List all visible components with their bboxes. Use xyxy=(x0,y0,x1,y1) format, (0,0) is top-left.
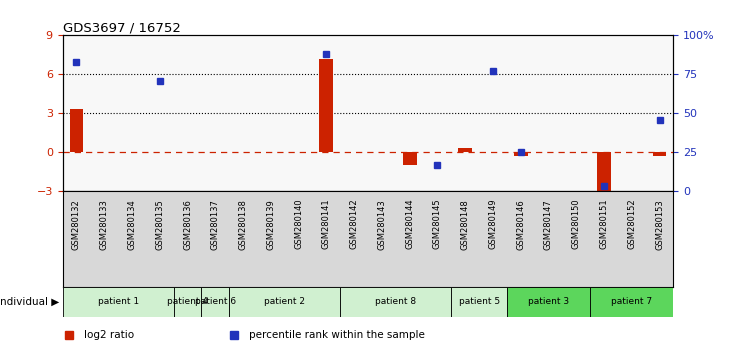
Text: GSM280151: GSM280151 xyxy=(600,199,609,250)
Text: GSM280134: GSM280134 xyxy=(127,199,136,250)
Text: GSM280142: GSM280142 xyxy=(350,199,358,250)
Text: GSM280136: GSM280136 xyxy=(183,199,192,250)
Text: patient 4: patient 4 xyxy=(167,297,208,306)
Text: GSM280147: GSM280147 xyxy=(544,199,553,250)
Text: GSM280153: GSM280153 xyxy=(655,199,664,250)
Text: GSM280143: GSM280143 xyxy=(378,199,386,250)
Text: GSM280137: GSM280137 xyxy=(210,199,220,250)
Text: GDS3697 / 16752: GDS3697 / 16752 xyxy=(63,21,180,34)
Text: GSM280148: GSM280148 xyxy=(461,199,470,250)
Bar xyxy=(340,287,451,317)
Text: GSM280139: GSM280139 xyxy=(266,199,275,250)
Text: GSM280145: GSM280145 xyxy=(433,199,442,250)
Bar xyxy=(459,148,472,152)
Bar xyxy=(514,152,528,156)
Bar xyxy=(403,152,417,165)
Text: GSM280138: GSM280138 xyxy=(238,199,247,250)
Bar xyxy=(229,287,340,317)
Bar xyxy=(319,59,333,152)
Bar xyxy=(653,152,667,156)
Text: patient 6: patient 6 xyxy=(195,297,236,306)
Text: GSM280149: GSM280149 xyxy=(489,199,498,250)
Bar xyxy=(451,287,507,317)
Bar xyxy=(63,287,174,317)
Bar xyxy=(69,109,83,152)
Text: GSM280141: GSM280141 xyxy=(322,199,331,250)
Text: GSM280133: GSM280133 xyxy=(99,199,109,250)
Text: patient 2: patient 2 xyxy=(264,297,305,306)
Text: log2 ratio: log2 ratio xyxy=(84,330,134,339)
Text: patient 3: patient 3 xyxy=(528,297,569,306)
Text: GSM280132: GSM280132 xyxy=(72,199,81,250)
Text: patient 5: patient 5 xyxy=(459,297,500,306)
Bar xyxy=(590,287,673,317)
Text: GSM280135: GSM280135 xyxy=(155,199,164,250)
Text: patient 8: patient 8 xyxy=(375,297,417,306)
Text: GSM280140: GSM280140 xyxy=(294,199,303,250)
Bar xyxy=(597,152,611,198)
Text: patient 7: patient 7 xyxy=(611,297,652,306)
Bar xyxy=(202,287,229,317)
Text: percentile rank within the sample: percentile rank within the sample xyxy=(249,330,425,339)
Text: GSM280146: GSM280146 xyxy=(516,199,526,250)
Text: patient 1: patient 1 xyxy=(98,297,138,306)
Text: GSM280152: GSM280152 xyxy=(627,199,637,250)
Text: individual ▶: individual ▶ xyxy=(0,297,59,307)
Bar xyxy=(507,287,590,317)
Bar xyxy=(174,287,202,317)
Text: GSM280150: GSM280150 xyxy=(572,199,581,250)
Text: GSM280144: GSM280144 xyxy=(405,199,414,250)
